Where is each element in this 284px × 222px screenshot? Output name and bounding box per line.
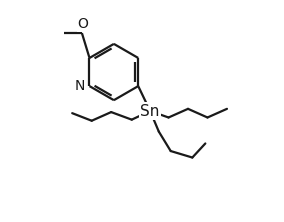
Text: Sn: Sn: [141, 103, 160, 119]
Text: O: O: [78, 17, 88, 31]
Text: N: N: [74, 79, 85, 93]
